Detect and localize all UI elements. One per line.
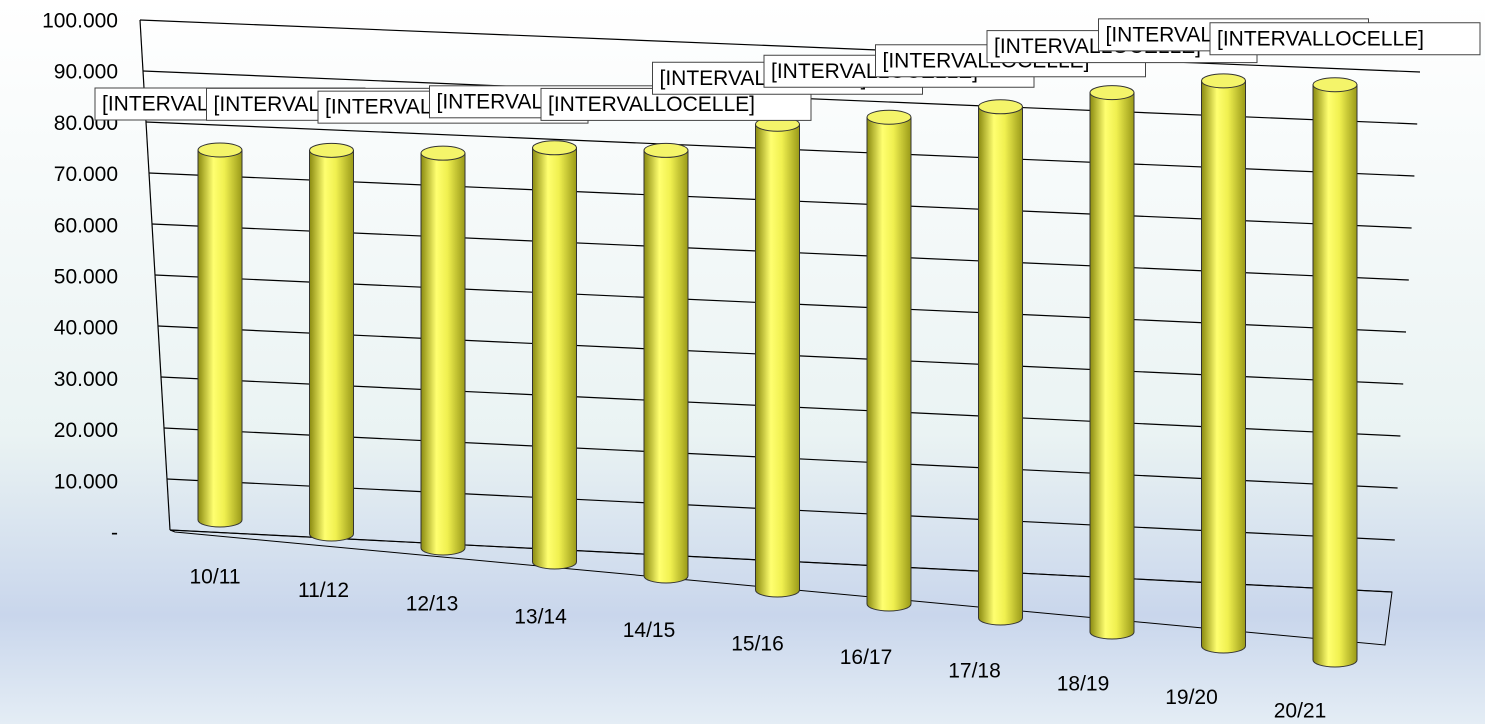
y-tick-label: 60.000 xyxy=(54,214,118,237)
x-tick-label: 10/11 xyxy=(190,566,241,589)
bar xyxy=(1089,92,1135,640)
bar-top xyxy=(866,109,912,125)
y-tick-label: 90.000 xyxy=(54,61,118,84)
bar-top xyxy=(643,142,689,158)
bar-top xyxy=(197,142,243,158)
grid-line xyxy=(139,19,1421,73)
bar-top xyxy=(420,145,466,161)
bar-top xyxy=(1201,73,1246,89)
bar xyxy=(755,123,800,598)
bar xyxy=(978,106,1023,626)
y-tick-label: 30.000 xyxy=(54,368,118,391)
bar xyxy=(1201,80,1246,654)
bar xyxy=(532,147,577,570)
bar xyxy=(420,152,466,556)
y-tick-label: 50.000 xyxy=(54,266,118,289)
x-tick-label: 13/14 xyxy=(514,606,567,629)
x-tick-label: 18/19 xyxy=(1057,673,1110,696)
y-tick-label: 100.000 xyxy=(42,10,118,33)
data-label: [INTERVALLOCELLE] xyxy=(1217,27,1424,50)
x-tick-label: 20/21 xyxy=(1274,700,1327,723)
bar xyxy=(643,149,689,584)
bar xyxy=(866,116,912,612)
data-label: [INTERVALLOCELLE] xyxy=(548,93,755,116)
bar-top xyxy=(532,140,577,156)
x-tick-label: 14/15 xyxy=(623,619,676,642)
x-tick-label: 16/17 xyxy=(840,646,893,669)
bar xyxy=(1312,84,1358,668)
x-tick-label: 17/18 xyxy=(948,659,1001,682)
bar-top xyxy=(1312,77,1358,93)
x-tick-label: 12/13 xyxy=(406,592,459,615)
y-tick-label: 40.000 xyxy=(54,317,118,340)
data-label-box xyxy=(1209,22,1481,56)
bar-top xyxy=(978,99,1023,115)
bar xyxy=(309,149,354,542)
y-tick-label: 10.000 xyxy=(54,470,118,493)
x-tick-label: 19/20 xyxy=(1165,686,1218,709)
x-tick-label: 15/16 xyxy=(731,633,784,656)
bar-top xyxy=(309,142,354,158)
y-tick-label: - xyxy=(111,522,118,545)
y-tick-label: 70.000 xyxy=(54,163,118,186)
y-tick-label: 20.000 xyxy=(54,419,118,442)
bar xyxy=(197,149,243,528)
bar-top xyxy=(1089,85,1135,101)
x-tick-label: 11/12 xyxy=(298,579,349,602)
